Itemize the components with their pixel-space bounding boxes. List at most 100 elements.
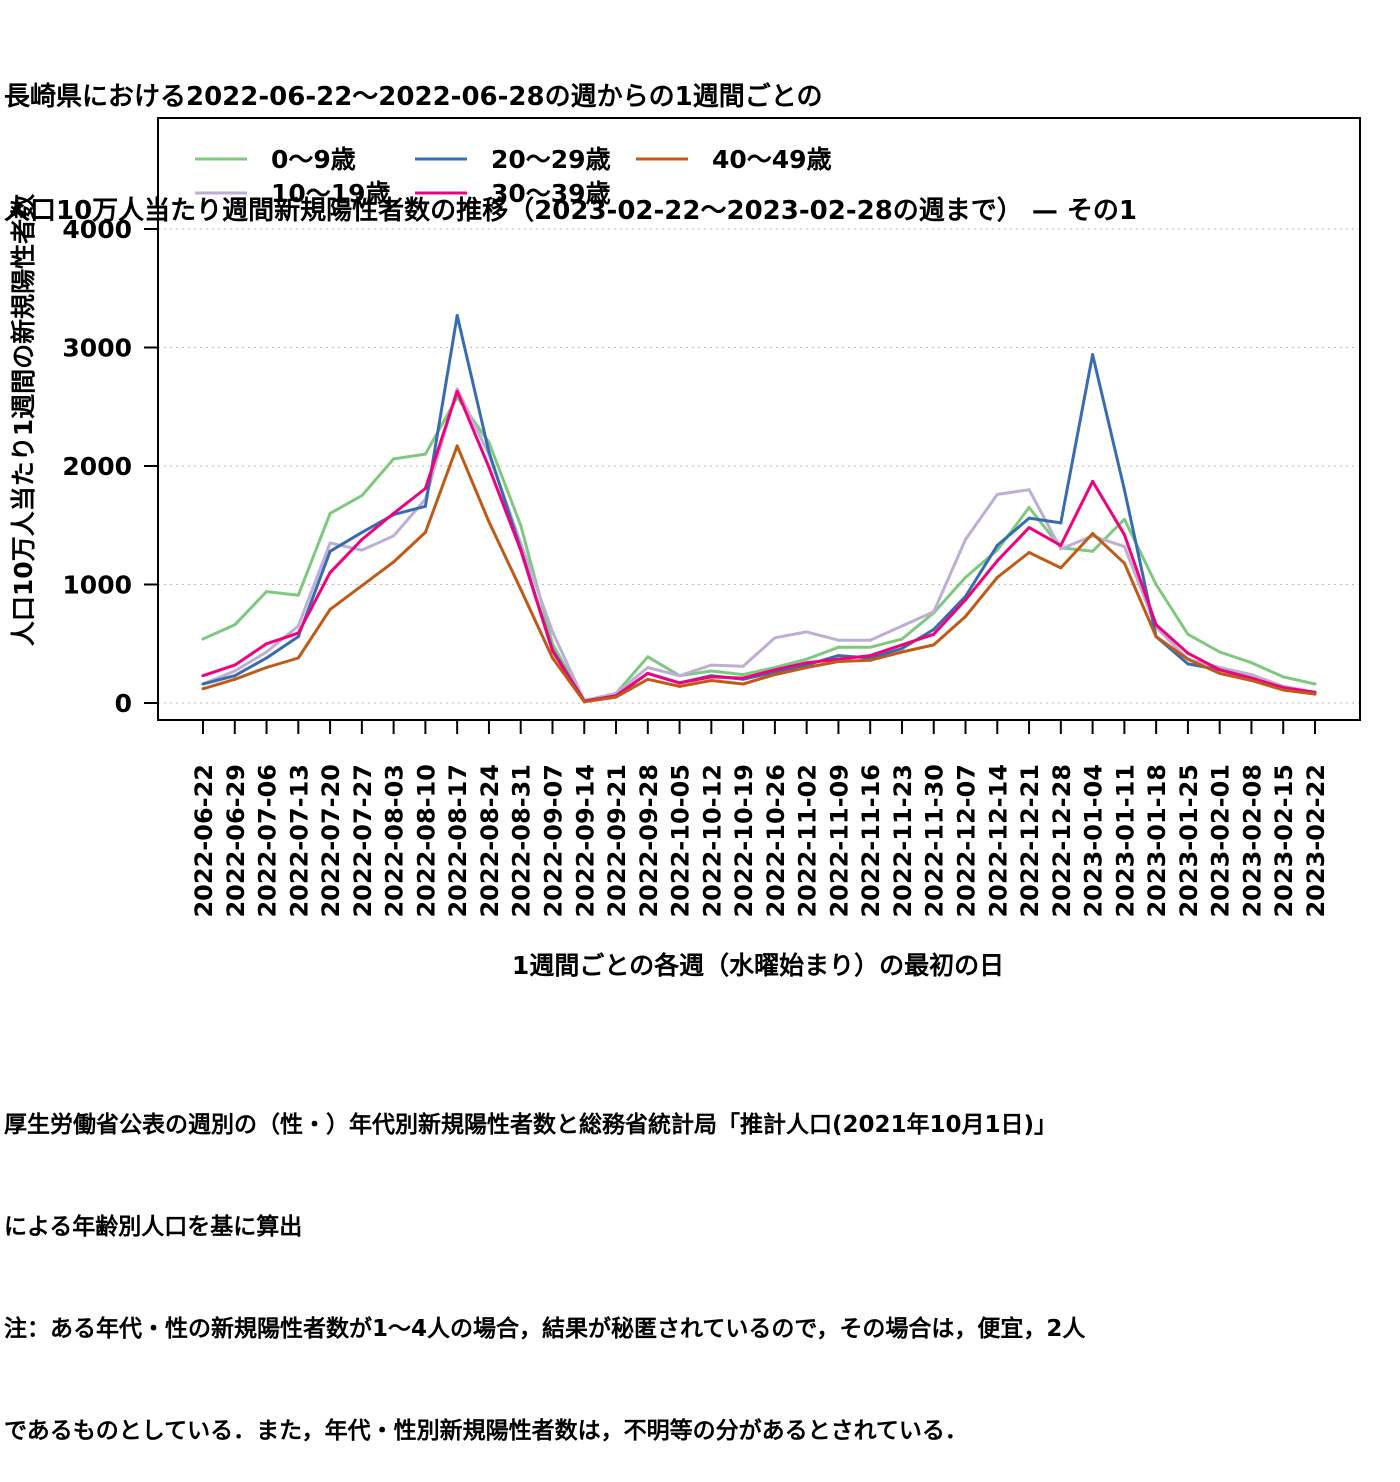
data-point [646,677,650,681]
data-point [1154,583,1158,586]
x-tick-label: 2022-12-21 [1016,764,1044,918]
data-point [360,494,364,498]
data-point [360,530,364,534]
data-point [360,548,364,552]
series-line [202,389,1316,703]
data-point [614,695,618,699]
data-point [646,671,650,675]
data-point [360,584,364,588]
data-point [1027,526,1031,530]
data-point [900,643,904,647]
data-point [519,587,523,591]
data-point [646,655,650,659]
data-point [455,389,459,393]
y-tick-label: 4000 [62,215,132,244]
data-point [836,654,840,658]
data-point [423,487,427,491]
data-point [296,656,300,660]
grid-lines [158,228,1360,704]
data-point [1249,678,1253,682]
footnote-line-2: であるものとしている．また，年代・性別新規陽性者数は，不明等の分があるとされてい… [4,1418,968,1444]
data-point [741,673,745,677]
data-point [455,314,459,318]
data-point [487,465,491,469]
data-point [995,575,999,579]
data-point [1154,635,1158,639]
data-point [900,650,904,654]
x-tick-label: 2023-02-22 [1302,764,1330,918]
x-tick-label: 2022-07-20 [317,764,345,918]
data-point [1027,488,1031,492]
data-point [1186,662,1190,666]
y-axis-label: 人口10万人当たり1週間の新規陽性者数 [9,193,38,646]
data-point [932,628,936,632]
x-tick-label: 2022-11-30 [921,764,949,918]
data-point [900,646,904,650]
data-point [1249,673,1253,677]
x-tick-label: 2023-02-08 [1238,764,1266,918]
data-point [265,590,269,594]
data-point [328,571,332,575]
data-point [265,656,269,660]
plot-frame [157,117,1361,721]
chart-title-line-1: 長崎県における2022-06-22〜2022-06-28の週からの1週間ごとの [4,82,823,112]
source-note-line-2: による年齢別人口を基に算出 [4,1214,303,1240]
x-tick-label: 2022-08-31 [508,764,536,918]
x-tick-label: 2023-01-04 [1080,764,1108,918]
chart-title-line-2: 人口10万人当たり週間新規陽性者数の推移（2023-02-22〜2023-02-… [4,196,1137,226]
data-point [678,674,682,678]
data-point [932,632,936,636]
x-tick-label: 2022-10-05 [667,764,695,918]
data-point [805,657,809,661]
data-point [1027,551,1031,555]
footnote-line-1: 注：ある年代・性の新規陽性者数が1〜4人の場合，結果が秘匿されているので，その場… [4,1316,1086,1342]
data-point [455,387,459,391]
data-point [932,643,936,647]
legend-label: 30〜39歳 [491,179,611,208]
data-point [1313,692,1317,696]
x-tick-label: 2023-01-18 [1143,764,1171,918]
data-point [360,537,364,541]
data-point [1122,533,1126,537]
y-tick-label: 0 [115,689,132,718]
data-point [265,642,269,646]
data-point [836,645,840,649]
data-point [1122,545,1126,549]
data-point [1186,651,1190,655]
x-tick-label: 2022-10-12 [698,764,726,918]
series-0 [201,395,1317,703]
data-point [868,658,872,662]
data-point [455,444,459,448]
x-tick-label: 2022-07-27 [349,764,377,918]
data-point [932,610,936,614]
x-tick-label: 2022-08-17 [444,764,472,918]
series-line [202,314,1316,703]
data-point [900,637,904,641]
data-point [550,630,554,634]
data-point [805,665,809,669]
data-point [1059,543,1063,547]
legend-label: 40〜49歳 [712,145,832,174]
x-tick-label: 2022-07-13 [285,764,313,918]
x-tick-label: 2022-08-24 [476,764,504,918]
data-point [487,520,491,524]
data-point [201,674,205,678]
data-point [1249,661,1253,665]
x-tick-label: 2022-09-28 [635,764,663,918]
y-axis: 0 1000 2000 3000 4000 [62,215,158,718]
data-point [296,631,300,635]
data-point [550,656,554,660]
data-point [423,452,427,456]
y-tick-label: 2000 [62,452,132,481]
x-tick-label: 2022-09-21 [603,764,631,918]
data-point [1122,561,1126,565]
data-point [836,660,840,664]
data-point [328,511,332,515]
x-tick-label: 2022-06-29 [222,764,250,918]
data-point [964,598,968,602]
data-point [868,645,872,649]
data-point [1027,516,1031,520]
legend-label: 0〜9歳 [271,145,356,174]
data-point [1091,479,1095,483]
